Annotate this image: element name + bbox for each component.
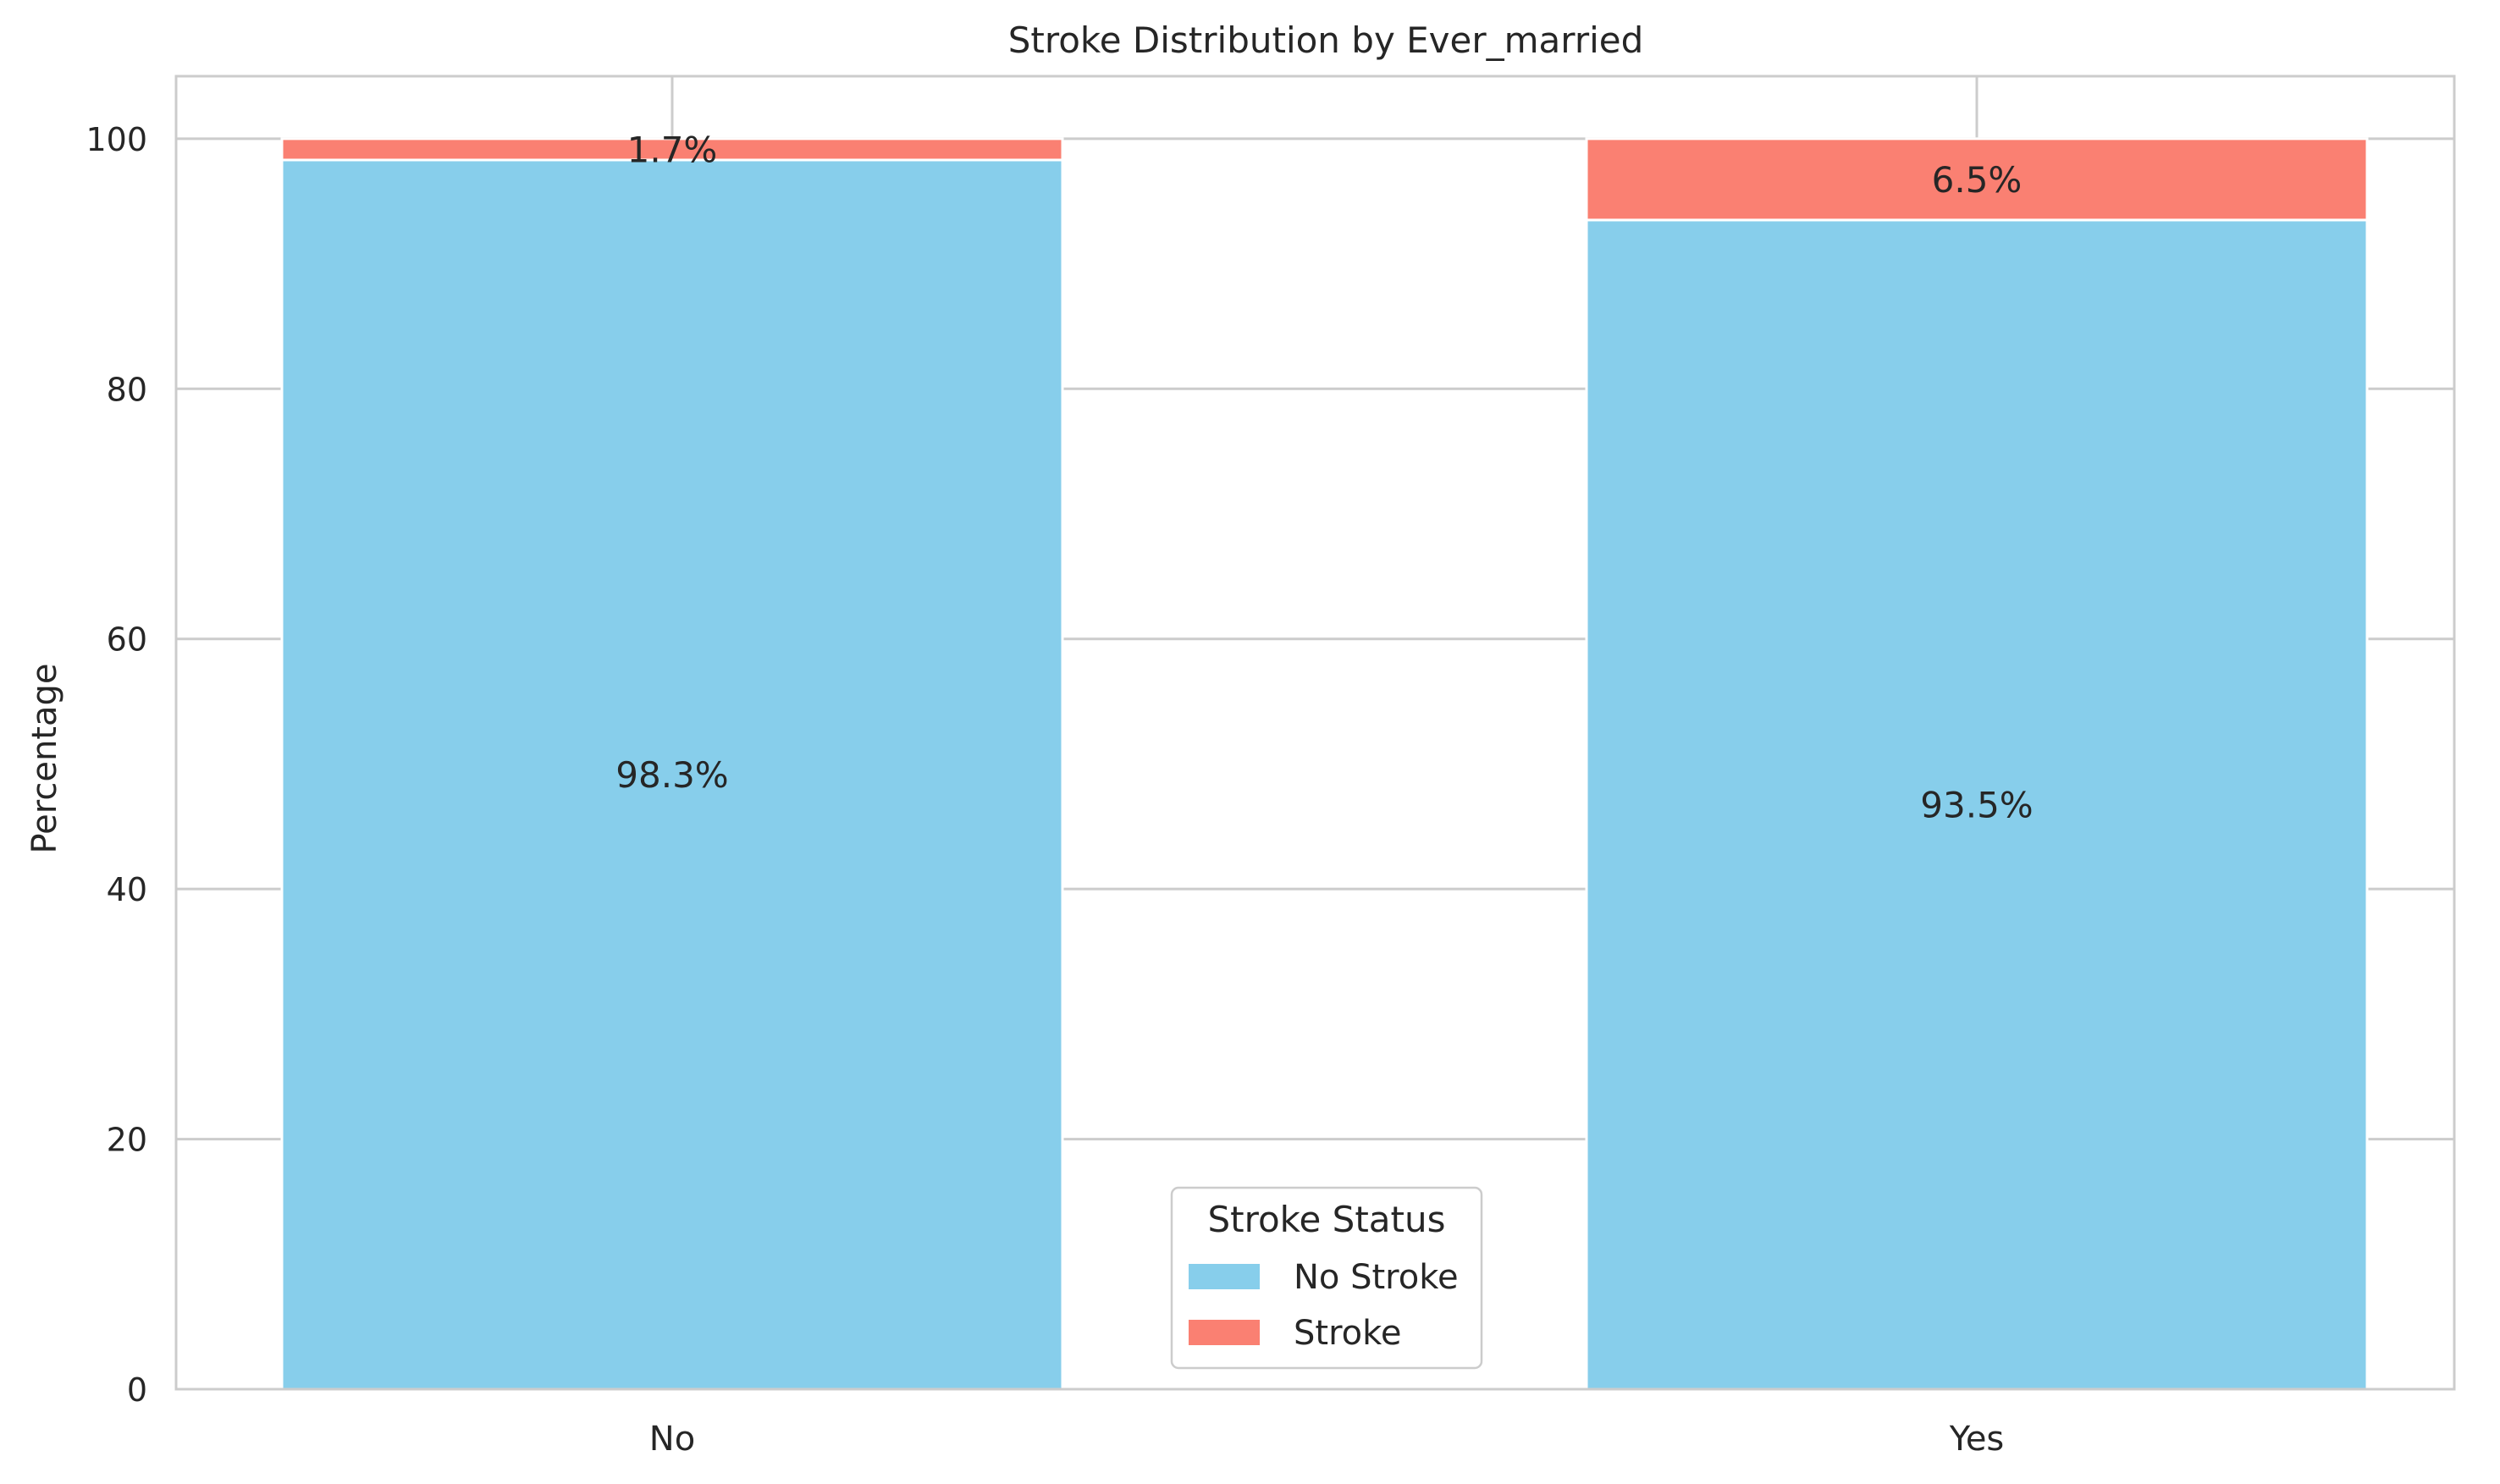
plot-frame [174,74,2456,1391]
data-label: 6.5% [1932,159,2023,201]
y-tick-label: 20 [107,1122,147,1159]
y-tick-label: 80 [107,371,147,408]
bar-segment-no-stroke [280,158,1064,1391]
legend-swatch [1189,1320,1260,1345]
x-tick-label: Yes [1949,1420,2005,1459]
y-tick-label: 40 [107,871,147,908]
legend-items: No Stroke Stroke [1189,1258,1459,1353]
bar-group [280,137,2369,1391]
data-label: 93.5% [1920,784,2033,825]
legend-label: Stroke [1294,1314,1401,1353]
y-tick-label: 100 [86,121,147,158]
y-tick-label: 0 [127,1371,147,1409]
y-tick-label: 60 [107,621,147,659]
y-axis-label: Percentage [25,663,64,853]
legend-swatch [1189,1264,1260,1289]
bar-segment-stroke [1585,137,2369,222]
y-tick-labels: 0 20 40 60 80 100 [86,121,147,1409]
x-tick-labels: No Yes [649,1420,2004,1459]
legend-label: No Stroke [1294,1258,1459,1297]
x-tick-label: No [649,1420,695,1459]
legend: Stroke Status No Stroke Stroke [1170,1186,1483,1370]
data-label-group: 98.3% 1.7% 93.5% 6.5% [615,129,2033,825]
data-label: 98.3% [615,754,728,796]
data-label: 1.7% [627,129,718,170]
bar-segment-stroke [280,137,1064,162]
bar-segment-no-stroke [1585,218,2369,1391]
legend-title: Stroke Status [1207,1199,1445,1240]
chart-title: Stroke Distribution by Ever_married [1008,19,1644,61]
